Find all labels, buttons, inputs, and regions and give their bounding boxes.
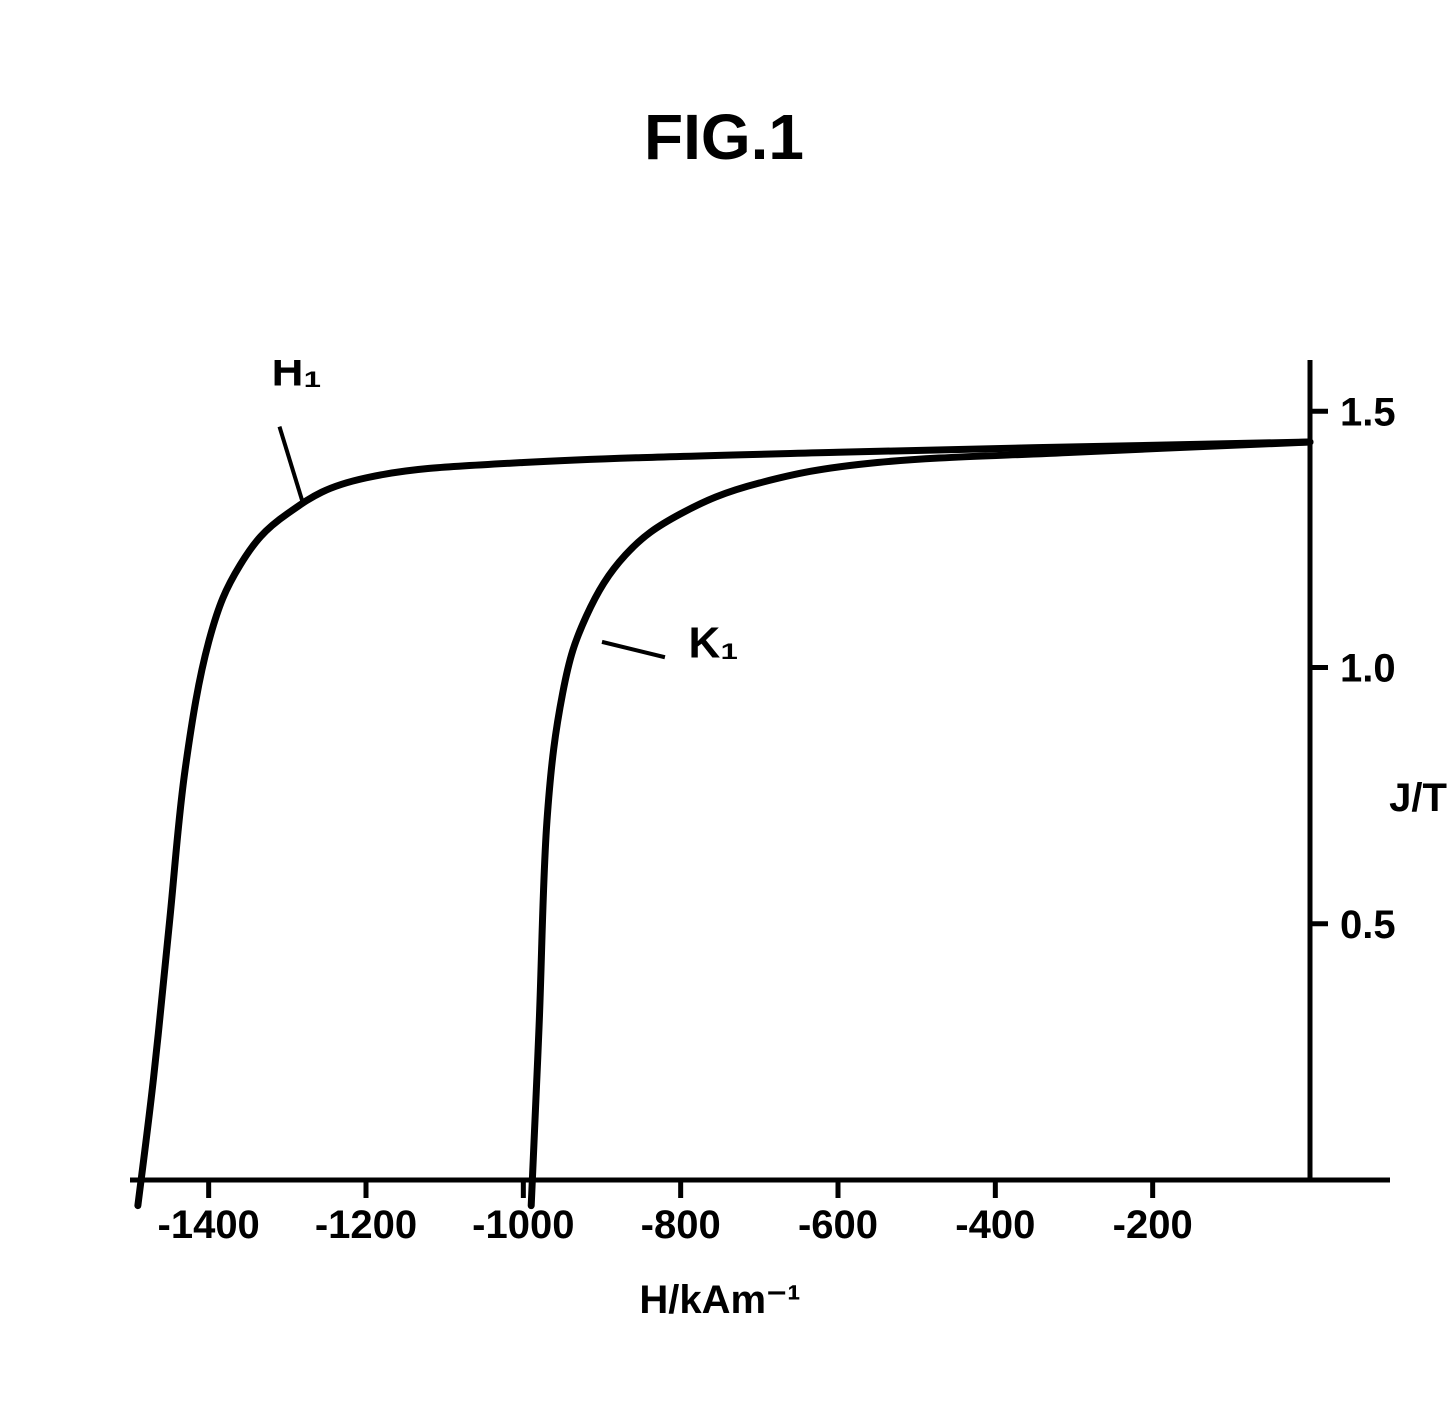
x-tick-label: -1200 <box>315 1203 417 1247</box>
series-label-k1: K₁ <box>689 618 739 667</box>
x-tick-label: -400 <box>955 1203 1035 1247</box>
x-tick-label: -600 <box>798 1203 878 1247</box>
demagnetization-chart: -1400 -1200 -1000 -800 -600 -400 -200 0.5 1.0 1.5… <box>130 360 1448 1360</box>
curve-h1 <box>138 442 1310 1206</box>
series-label-h1: H₁ <box>272 360 322 396</box>
x-tick-label: -800 <box>641 1203 721 1247</box>
chart-container: -1400 -1200 -1000 -800 -600 -400 -200 0.5 1.0 1.5… <box>130 360 1448 1380</box>
x-tick-label: -1400 <box>158 1203 260 1247</box>
y-tick-label: 0.5 <box>1340 903 1396 947</box>
y-tick-label: 1.0 <box>1340 647 1396 691</box>
y-axis-label: J/T <box>1389 776 1447 820</box>
x-axis-label: H/kAm⁻¹ <box>639 1278 800 1322</box>
x-tick-label: -200 <box>1113 1203 1193 1247</box>
x-tick-label: -1000 <box>472 1203 574 1247</box>
figure-title: FIG.1 <box>0 100 1448 174</box>
curve-k1 <box>531 442 1310 1206</box>
y-tick-label: 1.5 <box>1340 390 1396 434</box>
leader-h1 <box>279 427 303 504</box>
leader-k1 <box>602 642 665 657</box>
